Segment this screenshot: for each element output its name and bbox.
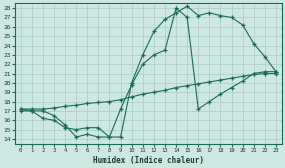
X-axis label: Humidex (Indice chaleur): Humidex (Indice chaleur) [93,156,204,164]
